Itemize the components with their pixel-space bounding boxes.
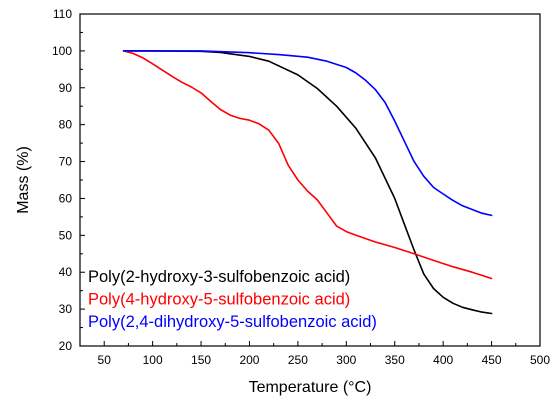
x-tick-label: 250 [288, 353, 308, 367]
series-line-3 [122, 50, 493, 217]
y-tick-label: 60 [59, 191, 73, 205]
y-tick-label: 20 [59, 339, 73, 353]
x-tick-label: 150 [191, 353, 211, 367]
y-axis-title: Mass (%) [15, 146, 32, 214]
x-tick-label: 200 [239, 353, 259, 367]
y-tick-label: 110 [53, 7, 72, 21]
y-tick-label: 100 [52, 44, 72, 58]
x-tick-label: 450 [482, 353, 502, 367]
y-tick-label: 70 [59, 155, 73, 169]
x-tick-label: 300 [336, 353, 356, 367]
y-tick-label: 40 [59, 265, 73, 279]
x-tick-label: 400 [433, 353, 453, 367]
legend-entry-3: Poly(2,4-dihydroxy-5-sulfobenzoic acid) [88, 313, 377, 331]
x-tick-label: 100 [143, 353, 163, 367]
x-axis-title: Temperature (°C) [249, 379, 372, 396]
y-tick-label: 90 [59, 81, 73, 95]
y-tick-label: 30 [59, 302, 73, 316]
series-line-1 [122, 50, 493, 315]
legend-entry-1: Poly(2-hydroxy-3-sulfobenzoic acid) [88, 268, 350, 286]
x-tick-label: 500 [530, 353, 550, 367]
legend-entry-2: Poly(4-hydroxy-5-sulfobenzoic acid) [88, 291, 350, 309]
series-line-2 [122, 50, 493, 280]
x-tick-label: 350 [385, 353, 405, 367]
y-tick-label: 80 [59, 118, 73, 132]
x-tick-label: 50 [98, 353, 112, 367]
y-tick-label: 50 [59, 228, 73, 242]
